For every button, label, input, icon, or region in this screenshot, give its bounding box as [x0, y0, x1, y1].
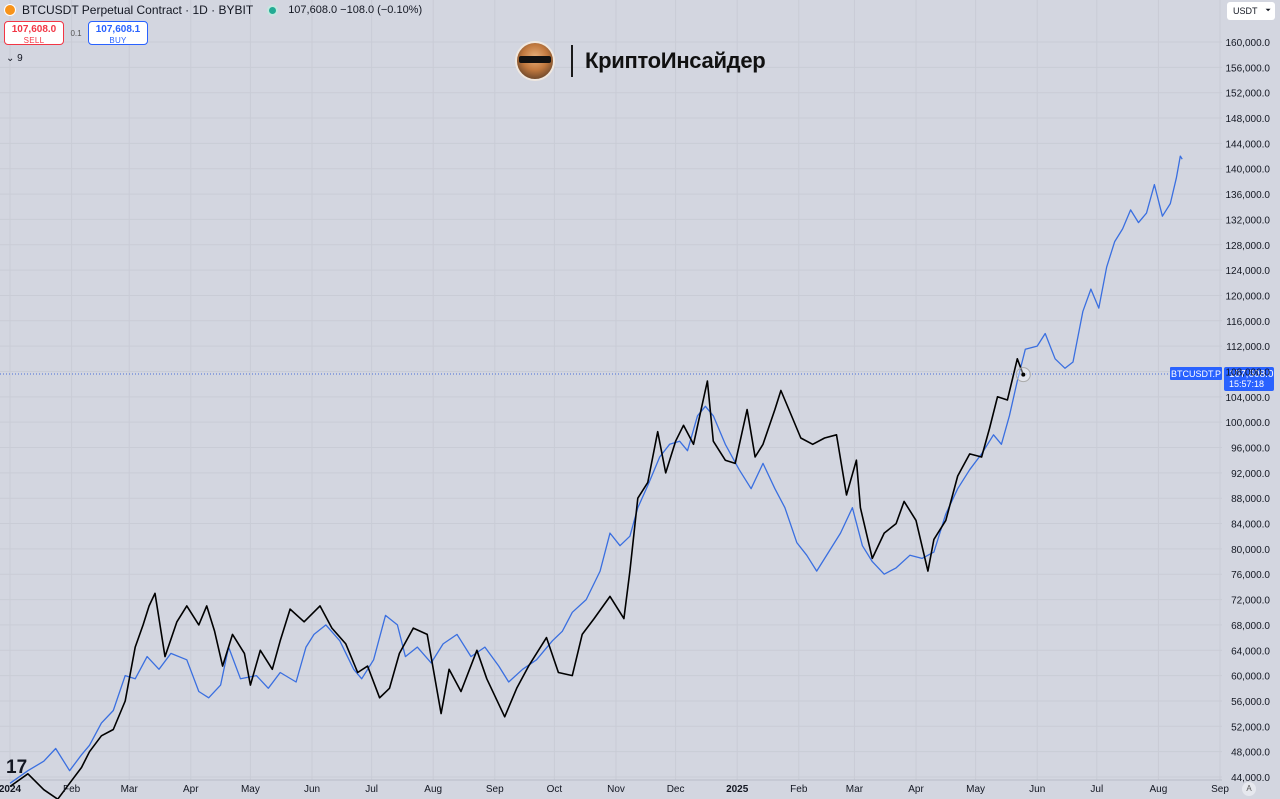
y-tick-label: 84,000.0 — [1231, 520, 1270, 531]
x-tick-label: Mar — [846, 784, 864, 795]
y-tick-label: 160,000.0 — [1226, 38, 1271, 49]
y-tick-label: 104,000.0 — [1226, 393, 1271, 404]
y-tick-label: 156,000.0 — [1226, 63, 1271, 74]
auto-scale-button[interactable]: A — [1242, 782, 1256, 796]
buy-button[interactable]: 107,608.1 BUY — [88, 21, 148, 45]
x-tick-label: Mar — [121, 784, 139, 795]
series-line-price — [9, 358, 1025, 799]
x-tick-label: Sep — [1211, 784, 1229, 795]
y-tick-label: 88,000.0 — [1231, 494, 1270, 505]
sell-button[interactable]: 107,608.0 SELL — [4, 21, 64, 45]
x-tick-label: Aug — [1150, 784, 1168, 795]
symbol-tag-background — [1170, 366, 1222, 380]
y-tick-label: 124,000.0 — [1226, 266, 1271, 277]
trade-panel: 107,608.0 SELL 0.1 107,608.1 BUY — [4, 21, 148, 45]
y-tick-label: 148,000.0 — [1226, 114, 1271, 125]
chart-series-layer — [9, 155, 1183, 799]
sell-price: 107,608.0 — [11, 24, 57, 35]
sell-label: SELL — [23, 36, 45, 45]
x-tick-label: Apr — [183, 784, 199, 795]
indicators-toggle[interactable]: ⌄ 9 — [6, 53, 23, 64]
tradingview-logo-icon[interactable]: 17 — [6, 757, 28, 778]
y-tick-label: 136,000.0 — [1226, 190, 1271, 201]
bar-countdown-label: 15:57:18 — [1229, 379, 1264, 389]
y-tick-label: 132,000.0 — [1226, 215, 1271, 226]
y-tick-label: 64,000.0 — [1231, 646, 1270, 657]
x-tick-label: Nov — [607, 784, 625, 795]
symbol-tag: BTCUSDT.P — [1171, 369, 1221, 379]
y-tick-label: 44,000.0 — [1231, 773, 1270, 784]
series-line-overlay — [9, 155, 1183, 784]
last-price-label-background — [1224, 366, 1274, 391]
x-tick-label: Feb — [63, 784, 81, 795]
y-tick-label: 92,000.0 — [1231, 469, 1270, 480]
x-tick-label: May — [241, 784, 260, 795]
watermark-logo: КриптоИнсайдер — [515, 41, 766, 81]
x-tick-label: Jul — [365, 784, 378, 795]
y-tick-label: 116,000.0 — [1226, 317, 1270, 328]
y-tick-label: 56,000.0 — [1231, 697, 1270, 708]
chart-header: BTCUSDT Perpetual Contract · 1D · BYBIT … — [4, 3, 422, 17]
y-tick-label: 60,000.0 — [1231, 672, 1270, 683]
y-tick-label: 80,000.0 — [1231, 545, 1270, 556]
x-tick-label: Jul — [1090, 784, 1103, 795]
brand-name: КриптоИнсайдер — [585, 48, 766, 73]
x-tick-label: May — [966, 784, 985, 795]
x-tick-label: Aug — [424, 784, 442, 795]
y-tick-label: 152,000.0 — [1226, 89, 1271, 100]
last-price-line-layer: BTCUSDT.P 107,608.015:57:18 — [0, 366, 1274, 391]
y-tick-label: 112,000.0 — [1226, 342, 1270, 353]
y-tick-label: 72,000.0 — [1231, 596, 1270, 607]
chart-grid — [0, 779, 1222, 781]
x-tick-label: Apr — [908, 784, 924, 795]
last-point-marker — [1021, 372, 1026, 377]
buy-label: BUY — [109, 36, 127, 45]
logo-divider — [571, 45, 573, 77]
y-tick-label: 144,000.0 — [1226, 139, 1271, 150]
brand-avatar-icon — [515, 41, 555, 81]
quote-readout: 107,608.0 −108.0 (−0.10%) — [288, 4, 423, 16]
price-axis[interactable]: 44,000.0 48,000.0 52,000.0 56,000.0 60,000.0… — [1226, 38, 1271, 784]
currency-unit-label: USDT — [1233, 6, 1258, 16]
symbol-title[interactable]: BTCUSDT Perpetual Contract · 1D · BYBIT — [22, 3, 254, 17]
x-tick-label: Jun — [1029, 784, 1045, 795]
y-tick-label: 52,000.0 — [1231, 722, 1270, 733]
y-tick-label: 76,000.0 — [1231, 570, 1270, 581]
x-tick-label: 2024 — [0, 784, 22, 795]
spread-value: 0.1 — [70, 28, 82, 38]
chevron-down-icon: ⏷ — [1265, 7, 1271, 14]
x-tick-label: Oct — [547, 784, 563, 795]
y-tick-label: 108,000.0 — [1226, 367, 1271, 378]
bitcoin-icon — [4, 4, 16, 16]
y-tick-label: 140,000.0 — [1226, 165, 1271, 176]
x-tick-label: Jun — [304, 784, 320, 795]
market-open-icon — [269, 6, 277, 14]
y-tick-label: 96,000.0 — [1231, 444, 1270, 455]
x-tick-label: 2025 — [726, 784, 749, 795]
buy-price: 107,608.1 — [95, 24, 141, 35]
last-price-label: 107,608.0 — [1229, 369, 1274, 380]
x-tick-label: Dec — [667, 784, 685, 795]
y-tick-label: 120,000.0 — [1226, 291, 1271, 302]
y-tick-label: 68,000.0 — [1231, 621, 1270, 632]
x-tick-label: Feb — [790, 784, 808, 795]
time-axis[interactable]: 2024 Feb Mar Apr May Jun Jul Aug Sep Oct Nov Dec 202… — [0, 784, 1229, 795]
y-tick-label: 100,000.0 — [1226, 418, 1271, 429]
y-tick-label: 48,000.0 — [1231, 748, 1270, 759]
y-tick-label: 128,000.0 — [1226, 241, 1271, 252]
x-tick-label: Sep — [486, 784, 504, 795]
currency-unit-selector[interactable]: USDT ⏷ — [1227, 2, 1275, 20]
